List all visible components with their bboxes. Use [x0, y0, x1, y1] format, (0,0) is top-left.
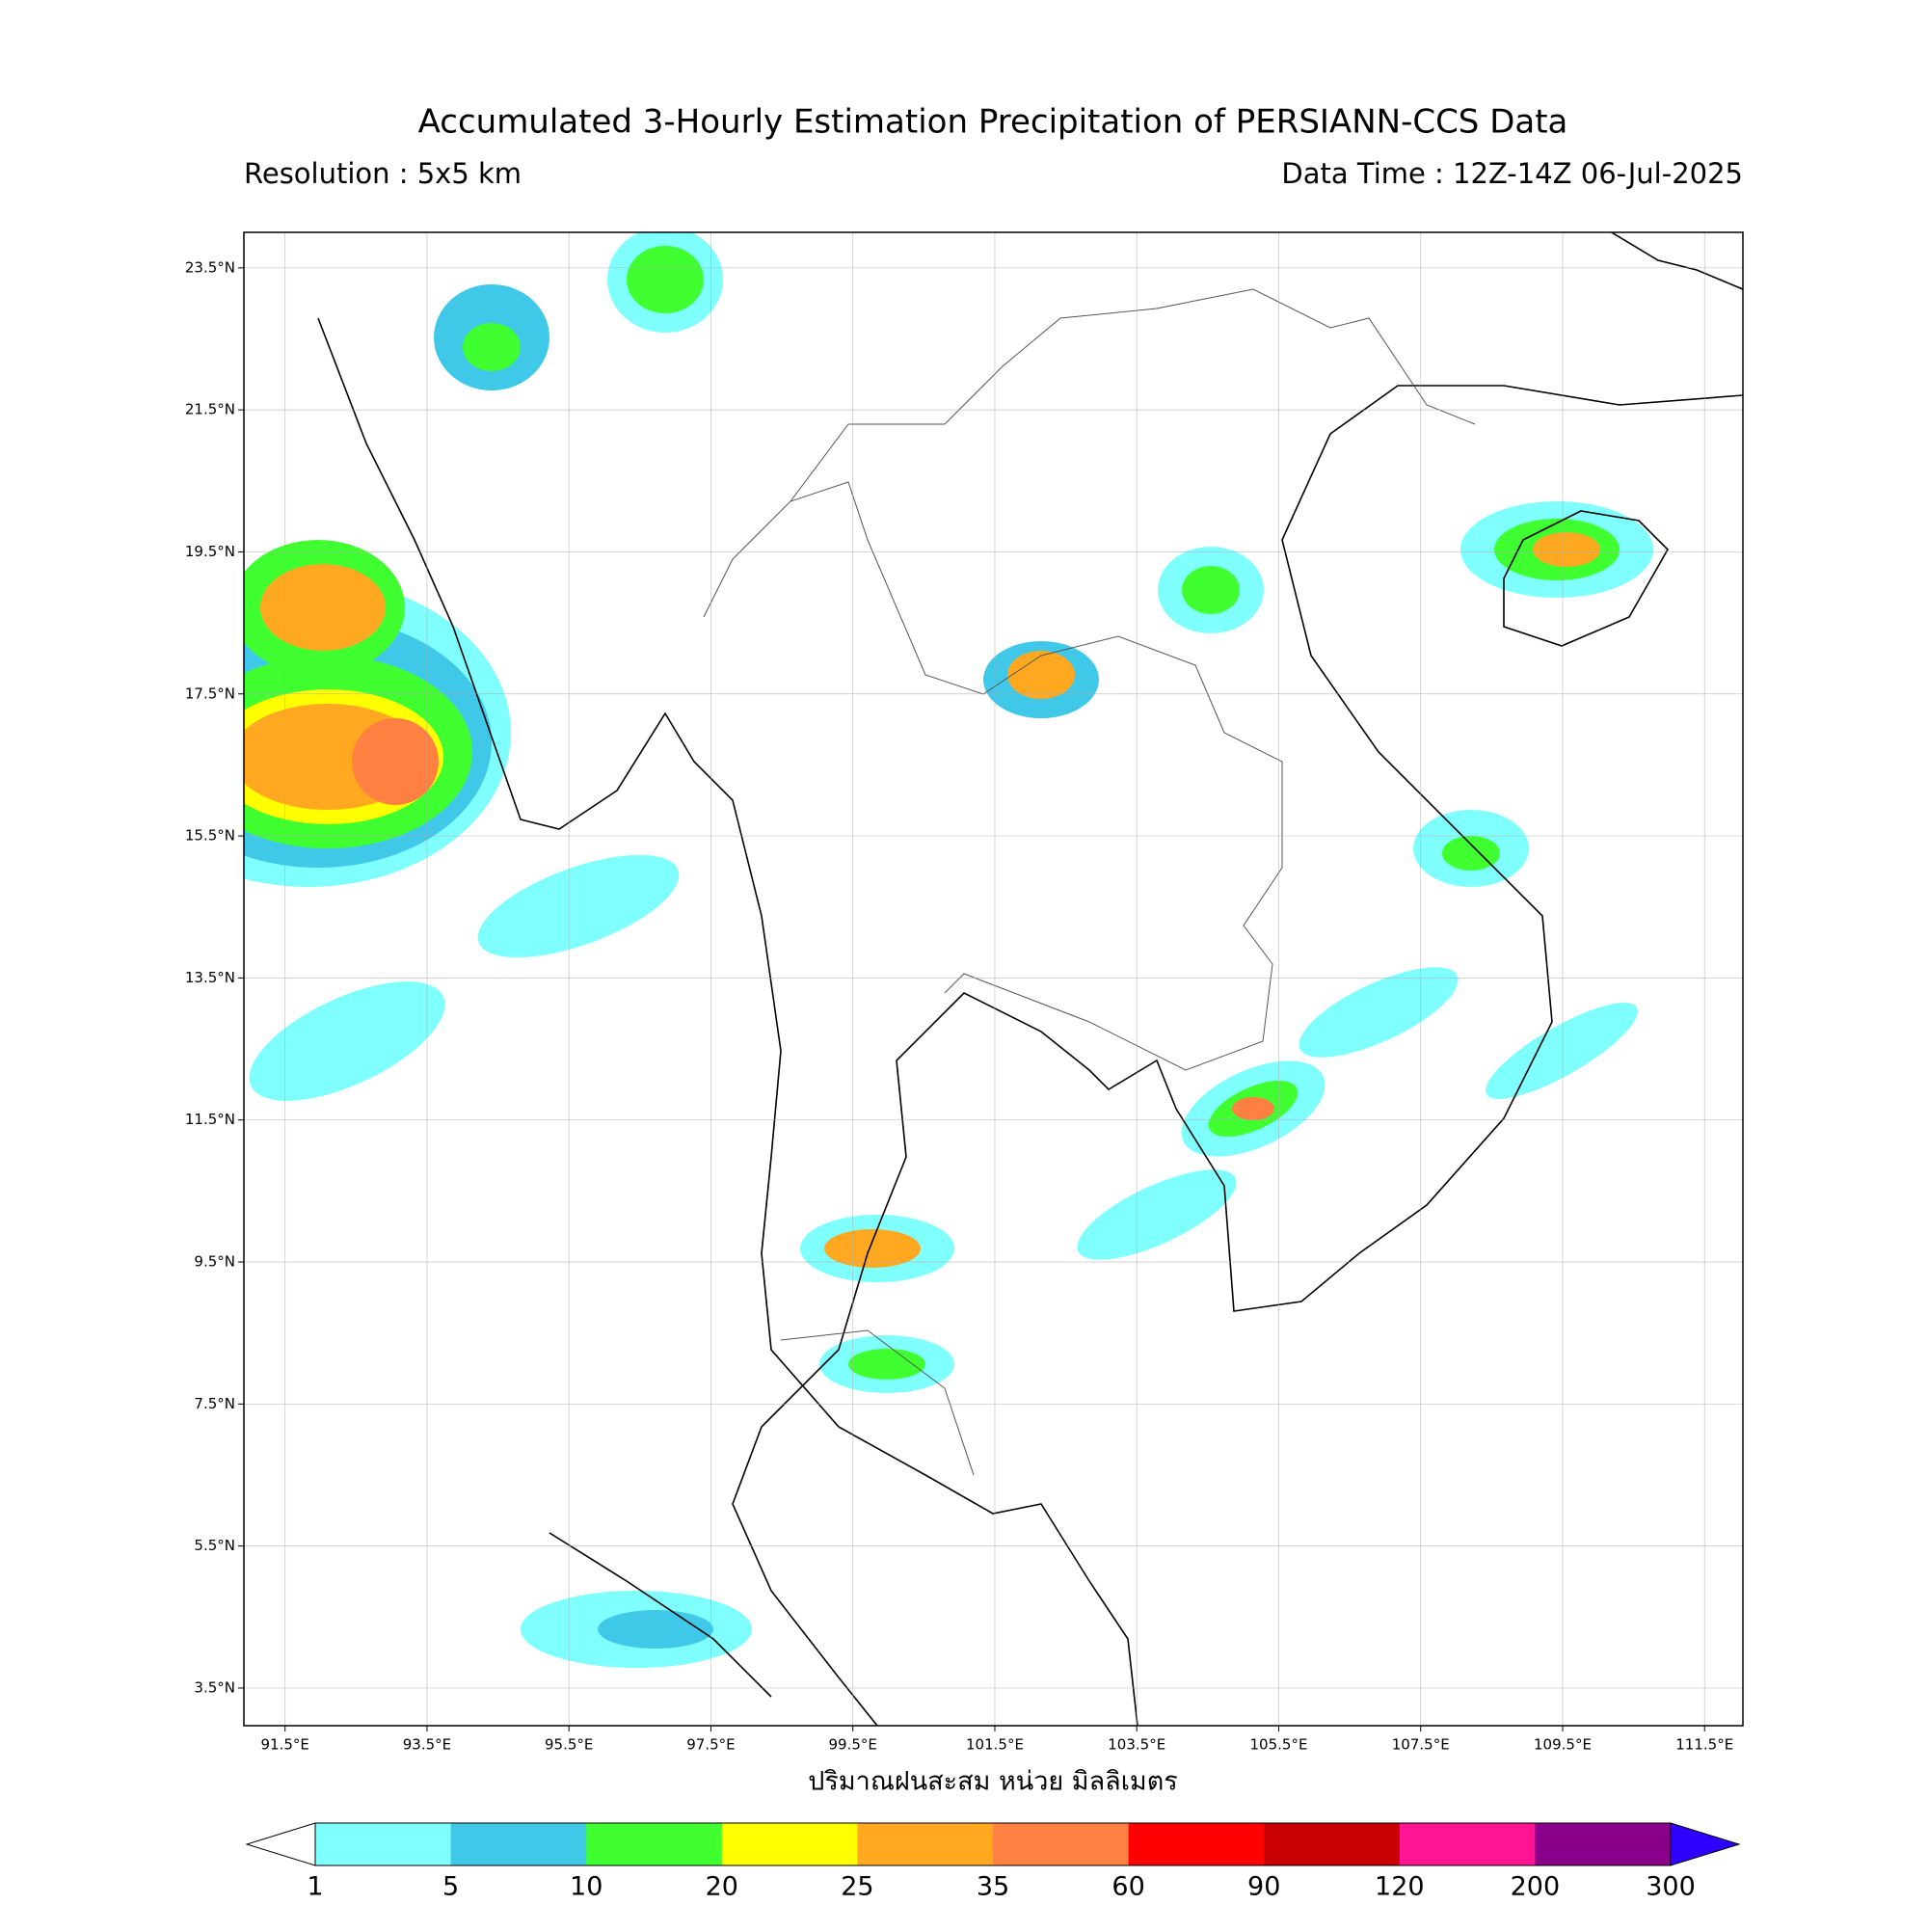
- x-tick-label: 111.5°E: [1675, 1736, 1733, 1754]
- y-tick-label: 17.5°N: [185, 684, 235, 702]
- y-tick-label: 5.5°N: [194, 1537, 235, 1554]
- colorbar-label: 200: [1511, 1872, 1561, 1902]
- colorbar-label: 60: [1111, 1872, 1144, 1902]
- title: Accumulated 3-Hourly Estimation Precipit…: [418, 103, 1568, 142]
- colorbar-segment: [315, 1823, 452, 1865]
- y-tick-label: 21.5°N: [185, 401, 235, 418]
- colorbar-segment: [721, 1823, 858, 1865]
- map-frame: [243, 231, 1744, 1727]
- y-tick-label: 19.5°N: [185, 543, 235, 560]
- borders: [703, 288, 1476, 1476]
- colorbar-label: 20: [706, 1872, 738, 1902]
- colorbar-label: 25: [841, 1872, 873, 1902]
- x-tick-label: 109.5°E: [1534, 1736, 1592, 1754]
- x-tick-label: 103.5°E: [1108, 1736, 1165, 1754]
- colorbar-segment: [1128, 1823, 1265, 1865]
- x-tick-label: 93.5°E: [403, 1736, 451, 1754]
- colorbar-label: 5: [442, 1872, 459, 1902]
- x-label: ปริมาณฝนสะสม หน่วย มิลลิเมตร: [808, 1767, 1178, 1797]
- y-tick-label: 15.5°N: [185, 827, 235, 845]
- x-tick-label: 95.5°E: [545, 1736, 593, 1754]
- x-tick-label: 99.5°E: [829, 1736, 877, 1754]
- colorbar-label: 10: [570, 1872, 602, 1902]
- precipitation-field: [244, 232, 1653, 1668]
- y-tick-label: 3.5°N: [194, 1678, 235, 1696]
- colorbar-label: 35: [977, 1872, 1009, 1902]
- y-tick-label: 13.5°N: [185, 969, 235, 986]
- data-time: Data Time : 12Z-14Z 06-Jul-2025: [1281, 157, 1743, 190]
- colorbar-label: 120: [1375, 1872, 1425, 1902]
- y-tick-label: 9.5°N: [194, 1253, 235, 1271]
- colorbar-segment: [1264, 1823, 1401, 1865]
- colorbar-label: 1: [307, 1872, 323, 1902]
- grid: [244, 232, 1743, 1726]
- colorbar-frame: [314, 1822, 1672, 1866]
- colorbar-segment: [586, 1823, 723, 1865]
- colorbar-label: 300: [1646, 1872, 1696, 1902]
- y-tick-label: 11.5°N: [185, 1111, 235, 1128]
- resolution: Resolution : 5x5 km: [244, 157, 522, 190]
- colorbar-segment: [857, 1823, 994, 1865]
- colorbar-label: 90: [1247, 1872, 1280, 1902]
- y-tick-label: 23.5°N: [185, 258, 235, 276]
- x-tick-label: 91.5°E: [261, 1736, 309, 1754]
- y-tick-label: 7.5°N: [194, 1395, 235, 1412]
- x-tick-label: 97.5°E: [686, 1736, 735, 1754]
- colorbar-segment: [1535, 1823, 1672, 1865]
- x-tick-label: 107.5°E: [1392, 1736, 1450, 1754]
- x-tick-label: 101.5°E: [966, 1736, 1024, 1754]
- colorbar-segment: [450, 1823, 587, 1865]
- colorbar-over: [1670, 1822, 1741, 1866]
- colorbar-segment: [1399, 1823, 1536, 1865]
- coastline: [317, 232, 1743, 1726]
- colorbar-segment: [993, 1823, 1130, 1865]
- colorbar-under: [245, 1822, 316, 1866]
- x-tick-label: 105.5°E: [1250, 1736, 1308, 1754]
